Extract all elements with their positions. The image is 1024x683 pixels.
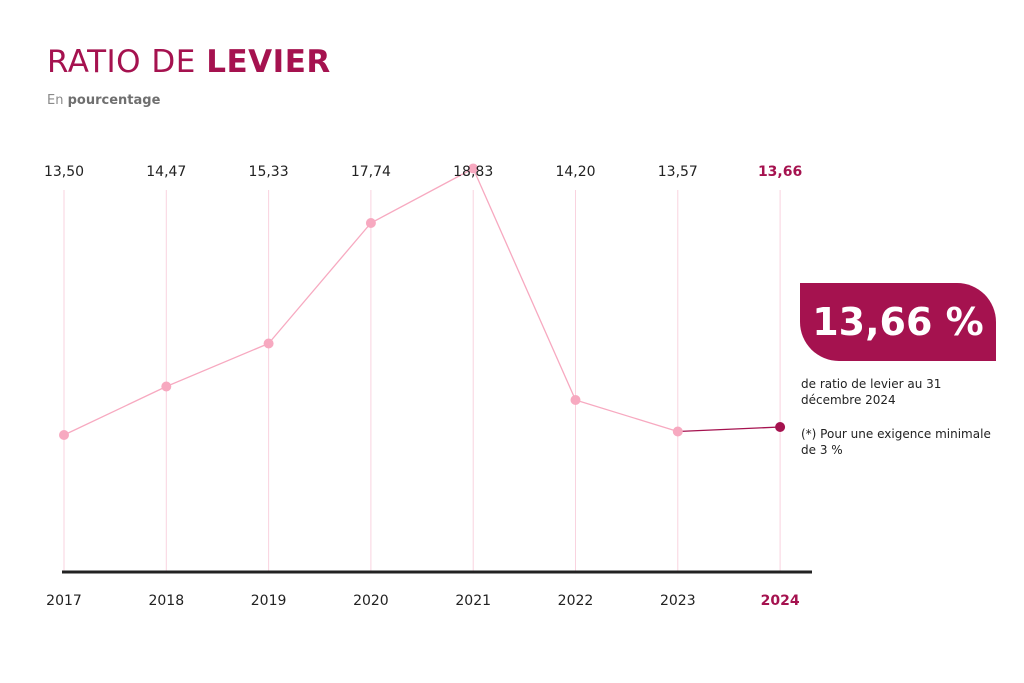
value-label: 13,57 <box>658 164 698 180</box>
x-tick-label: 2019 <box>251 593 287 609</box>
series-line-segment <box>370 167 474 224</box>
data-point <box>672 426 683 437</box>
title-bold: LEVIER <box>206 44 331 80</box>
x-tick-label: 2023 <box>660 593 696 609</box>
subtitle-regular: En <box>47 93 68 108</box>
value-label: 17,74 <box>351 164 391 180</box>
value-label: 18,83 <box>453 164 493 180</box>
x-tick-label: 2017 <box>46 593 82 609</box>
data-point <box>161 381 172 392</box>
series-line-segment <box>677 426 781 433</box>
chart-title: RATIO DE LEVIER <box>47 44 331 80</box>
x-tick-label: 2021 <box>455 593 491 609</box>
callout-note: (*) Pour une exigence minimale de 3 % <box>801 427 991 457</box>
data-point <box>365 218 376 228</box>
data-point <box>468 163 479 174</box>
title-regular: RATIO DE <box>47 44 207 80</box>
series-line-segment <box>575 399 678 433</box>
callout-description: de ratio de levier au 31 décembre 2024 <box>801 377 942 407</box>
value-label: 15,33 <box>249 164 289 180</box>
x-tick-label: 2022 <box>558 593 594 609</box>
series-line-segment <box>166 342 269 388</box>
series-line-segment <box>63 385 167 436</box>
chart-subtitle: En pourcentage <box>47 93 160 108</box>
data-point <box>263 338 274 349</box>
series-line-segment <box>268 222 372 344</box>
value-label: 14,47 <box>146 164 186 180</box>
value-label: 14,20 <box>555 164 595 180</box>
subtitle-bold: pourcentage <box>67 93 161 108</box>
data-point <box>775 422 786 432</box>
callout-value: 13,66 % <box>812 300 984 344</box>
value-label: 13,66 <box>758 164 802 180</box>
value-label: 13,50 <box>44 164 84 180</box>
x-tick-label: 2020 <box>353 593 389 609</box>
data-point <box>570 395 581 405</box>
series-line-segment <box>472 168 577 401</box>
callout-box: 13,66 % <box>800 283 996 361</box>
data-point <box>59 430 69 440</box>
x-tick-label: 2024 <box>761 593 800 609</box>
x-tick-label: 2018 <box>148 593 184 609</box>
